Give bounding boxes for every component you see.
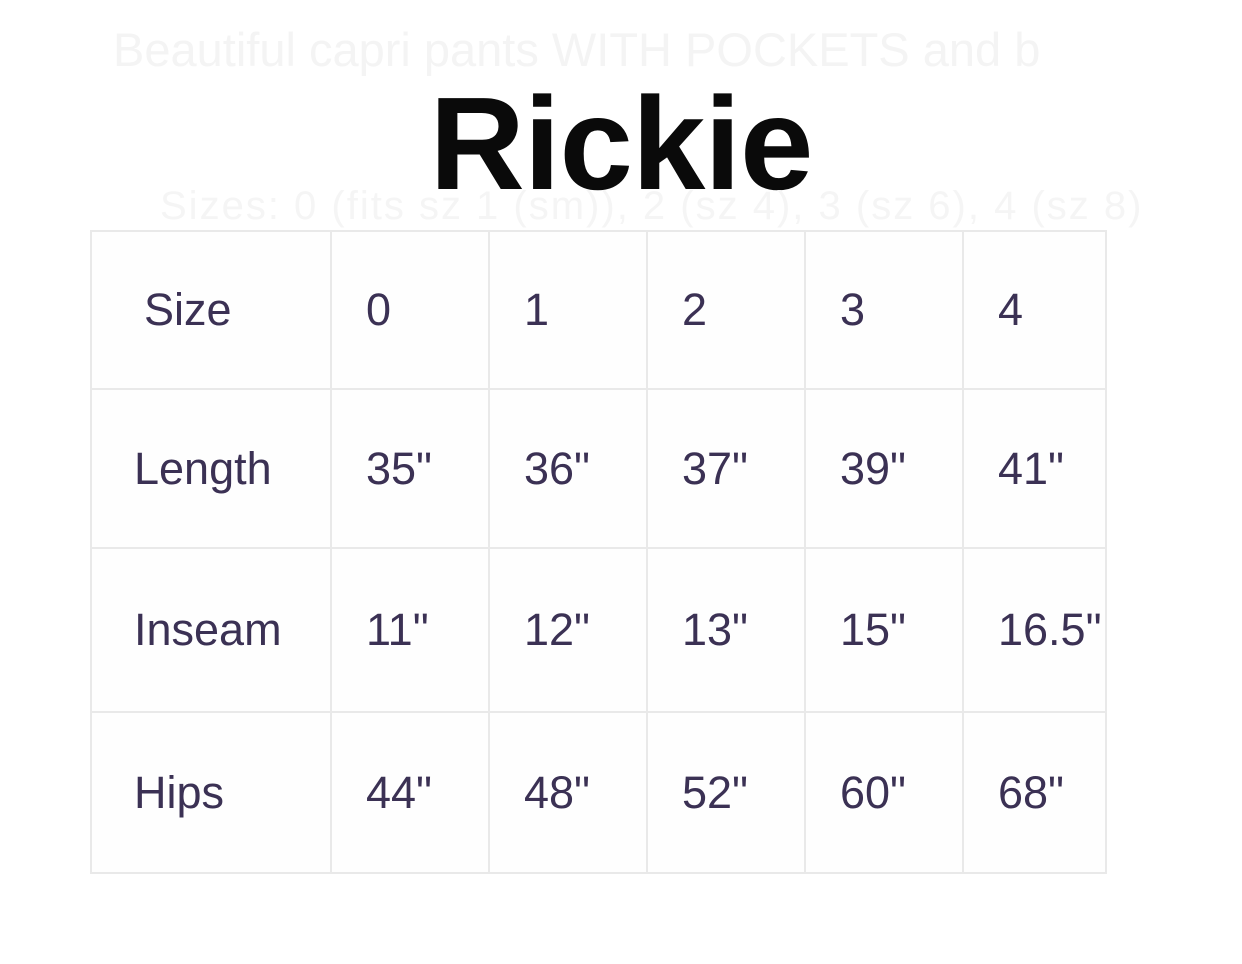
table-row-hips: Hips 44" 48" 52" 60" 68" (90, 711, 1107, 874)
cell-hips-size1: 48" (488, 711, 648, 874)
header-cell-size-1: 1 (488, 230, 648, 390)
cell-inseam-size4: 16.5" (962, 547, 1107, 713)
header-cell-size-label: Size (90, 230, 332, 390)
cell-hips-size3: 60" (804, 711, 964, 874)
cell-length-size4: 41" (962, 388, 1107, 549)
table-row-inseam: Inseam 11" 12" 13" 15" 16.5" (90, 547, 1107, 713)
table-row-length: Length 35" 36" 37" 39" 41" (90, 388, 1107, 549)
cell-length-size3: 39" (804, 388, 964, 549)
row-label-length: Length (90, 388, 332, 549)
table-header-row: Size 0 1 2 3 4 (90, 230, 1107, 390)
row-label-inseam: Inseam (90, 547, 332, 713)
faint-product-description-text: Beautiful capri pants WITH POCKETS and b (113, 23, 1041, 76)
cell-hips-size4: 68" (962, 711, 1107, 874)
row-label-hips: Hips (90, 711, 332, 874)
cell-inseam-size0: 11" (330, 547, 490, 713)
header-cell-size-0: 0 (330, 230, 490, 390)
product-name-title: Rickie (429, 70, 814, 217)
size-chart-table: Size 0 1 2 3 4 Length 35" 36" 37" 39" 41… (90, 230, 1107, 874)
cell-length-size1: 36" (488, 388, 648, 549)
cell-hips-size2: 52" (646, 711, 806, 874)
cell-length-size0: 35" (330, 388, 490, 549)
header-cell-size-3: 3 (804, 230, 964, 390)
cell-inseam-size2: 13" (646, 547, 806, 713)
cell-inseam-size3: 15" (804, 547, 964, 713)
faint-sizes-note-text: Sizes: 0 (fits sz 1 (sm)), 2 (sz 4), 3 (… (160, 184, 1144, 228)
header-cell-size-4: 4 (962, 230, 1107, 390)
header-cell-size-2: 2 (646, 230, 806, 390)
cell-hips-size0: 44" (330, 711, 490, 874)
cell-inseam-size1: 12" (488, 547, 648, 713)
cell-length-size2: 37" (646, 388, 806, 549)
